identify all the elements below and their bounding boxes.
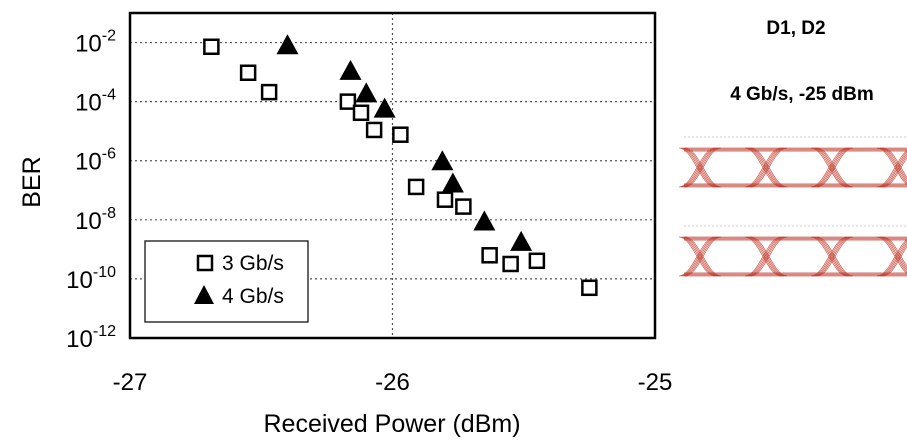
marker-3gbps: [481, 247, 498, 264]
x-tick-label: -26: [375, 369, 410, 396]
eye-diagram-bottom: [678, 225, 907, 277]
eye-diagrams: [678, 136, 907, 277]
marker-3gbps: [339, 93, 357, 110]
marker-3gbps: [528, 252, 546, 270]
marker-3gbps: [260, 83, 278, 101]
marker-3gbps: [392, 126, 409, 143]
y-tick-label: 10-6: [75, 146, 116, 176]
y-tick-label: 10-2: [75, 28, 116, 58]
annotation-devices: D1, D2: [766, 18, 825, 39]
marker-3gbps: [436, 191, 454, 208]
legend-marker-3gbps: [196, 254, 214, 272]
data-markers: [203, 34, 598, 297]
marker-3gbps: [239, 64, 257, 81]
marker-3gbps: [203, 38, 220, 56]
marker-4gbps: [431, 150, 454, 171]
y-axis-title: BER: [18, 156, 46, 207]
marker-4gbps: [339, 59, 362, 80]
x-tick-label: -25: [638, 369, 673, 396]
legend-label-4gbps: 4 Gb/s: [222, 285, 284, 308]
x-axis-title: Received Power (dBm): [263, 410, 520, 438]
y-tick-label: 10-12: [66, 323, 116, 353]
y-axis-ticks: 10-2 10-4 10-6 10-8 10-10 10-12: [66, 28, 116, 353]
marker-4gbps: [276, 34, 299, 55]
marker-4gbps: [473, 210, 496, 231]
marker-4gbps: [510, 230, 533, 251]
marker-3gbps: [502, 255, 519, 273]
marker-3gbps: [352, 104, 370, 122]
y-tick-label: 10-8: [75, 205, 116, 235]
y-tick-label: 10-4: [75, 87, 116, 117]
legend-label-3gbps: 3 Gb/s: [222, 252, 284, 275]
marker-4gbps: [373, 97, 396, 118]
marker-3gbps: [581, 279, 598, 297]
y-tick-label: 10-10: [66, 264, 116, 294]
x-tick-label: -27: [113, 369, 148, 396]
marker-3gbps: [407, 178, 425, 196]
marker-3gbps: [365, 121, 383, 139]
eye-diagram-top: [678, 136, 907, 188]
x-axis-ticks: -27 -26 -25: [113, 369, 673, 396]
marker-3gbps: [455, 198, 472, 215]
grid-lines: [130, 13, 655, 338]
plot-frame: [128, 11, 657, 340]
marker-4gbps: [355, 82, 378, 103]
annotation-condition: 4 Gb/s, -25 dBm: [730, 84, 874, 105]
marker-4gbps: [441, 172, 464, 193]
legend-marker-4gbps: [194, 285, 214, 304]
legend: 3 Gb/s 4 Gb/s: [144, 240, 309, 323]
legend-box: [144, 240, 309, 323]
